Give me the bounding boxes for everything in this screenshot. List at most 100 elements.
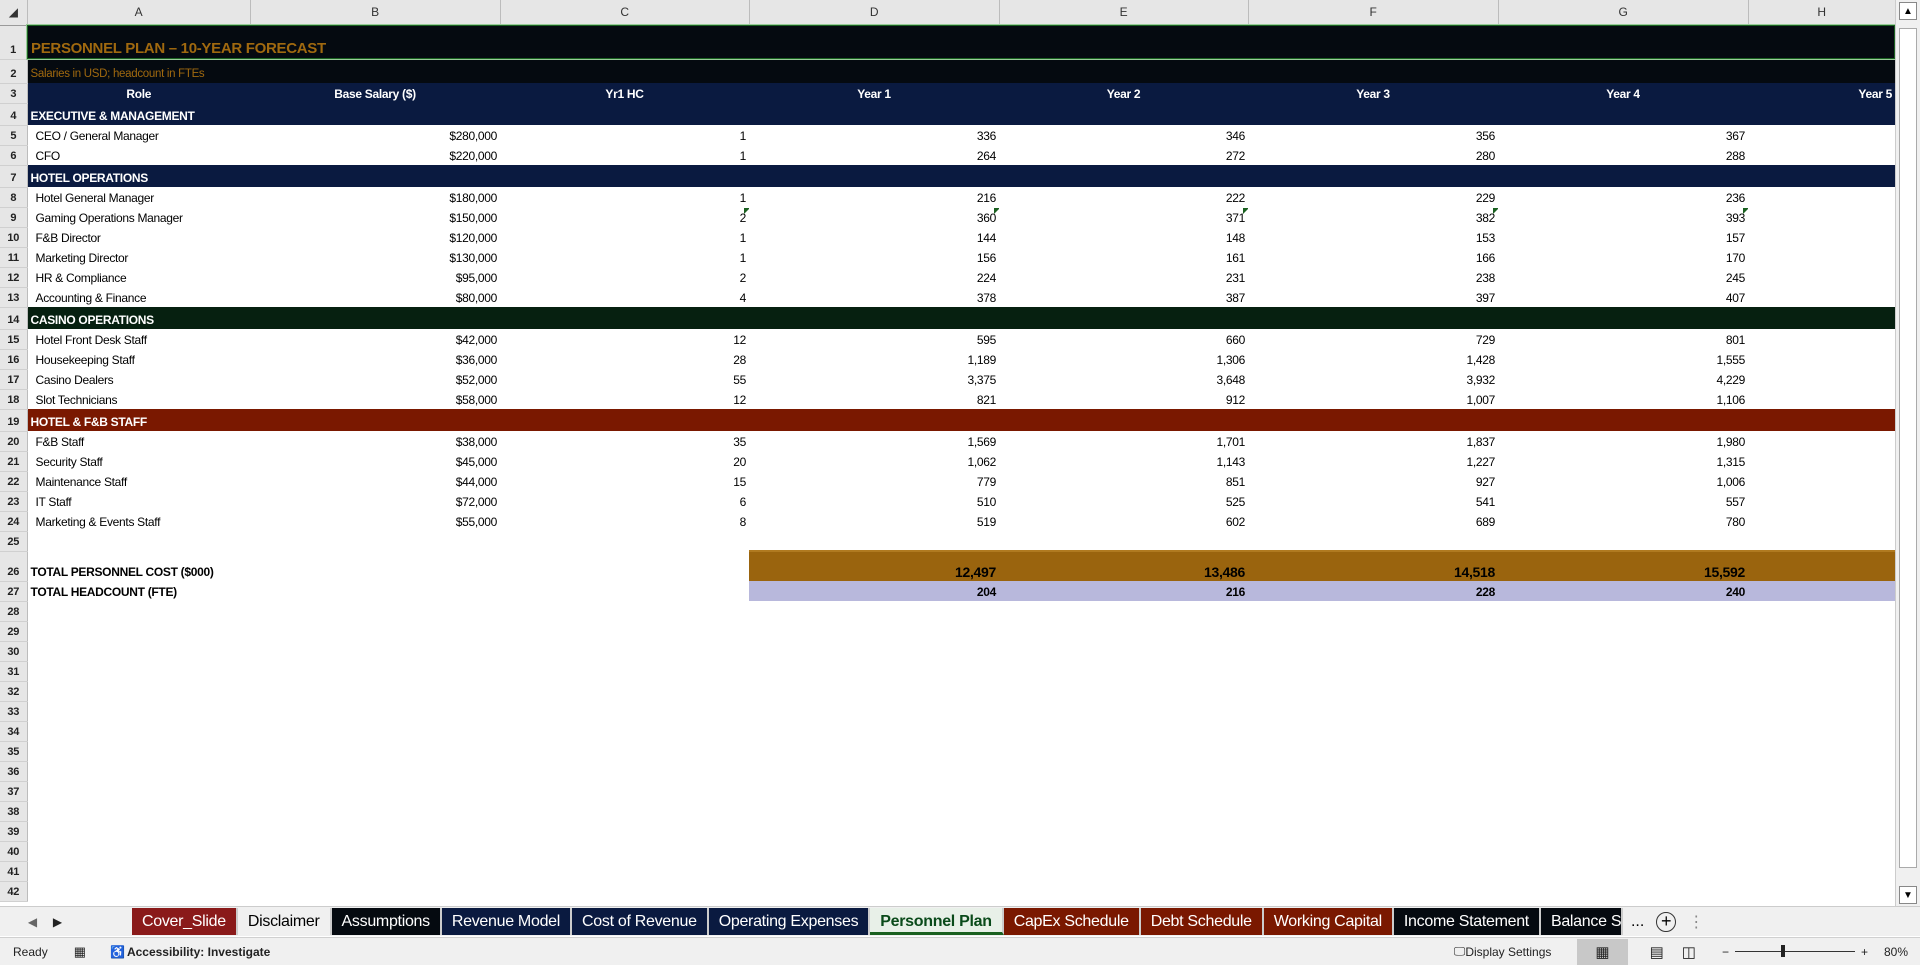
year-value-cell[interactable]: 231 [1225,271,1245,285]
section-header[interactable]: CASINO OPERATIONS [27,307,1895,329]
year5-cell[interactable] [1748,207,1895,227]
year-value-cell[interactable]: 729 [1475,333,1495,347]
hc-label[interactable]: TOTAL HEADCOUNT (FTE) [30,585,178,599]
year5-cell[interactable] [1748,511,1895,531]
salary-cell[interactable]: $58,000 [455,393,498,407]
year-value-cell[interactable]: 224 [976,271,996,285]
total-value-cell[interactable]: 15,592 [1498,550,1748,581]
zoom-slider[interactable] [1734,945,1855,957]
headcount-cell[interactable]: 1 [739,191,747,205]
row-header[interactable]: 39 [0,821,28,842]
year-value-cell[interactable]: 801 [1725,333,1745,347]
role-cell[interactable]: CFO [35,149,61,163]
row-header[interactable]: 8 [0,187,28,208]
salary-cell[interactable]: $36,000 [455,353,498,367]
role-cell[interactable]: Marketing Director [35,251,129,265]
year-value-cell[interactable]: 222 [1225,191,1245,205]
year-value-cell[interactable]: 851 [1225,475,1245,489]
year-value-cell[interactable]: 336 [976,129,996,143]
title-cell[interactable]: PERSONNEL PLAN – 10-YEAR FORECAST [26,24,1895,60]
macro-record-icon[interactable]: ▦ [73,943,86,959]
year-value-cell[interactable]: 1,980 [1716,435,1745,449]
year-value-cell[interactable]: 229 [1475,191,1495,205]
year-value-cell[interactable]: 161 [1225,251,1245,265]
empty-row[interactable] [27,881,1895,901]
role-cell[interactable]: Slot Technicians [35,393,118,407]
sheet-tab[interactable]: Disclaimer [237,908,332,935]
row-header[interactable]: 9 [0,207,28,228]
sheet-tab[interactable]: Revenue Model [441,908,573,935]
year5-cell[interactable] [1748,451,1895,471]
year-value-cell[interactable]: 510 [976,495,996,509]
select-all-corner[interactable]: ◢ [0,0,28,26]
row-header[interactable]: 26 [0,551,28,582]
accessibility-icon[interactable]: ♿ [109,944,125,959]
column-header[interactable]: C [500,0,750,26]
year-value-cell[interactable]: 236 [1725,191,1745,205]
column-header[interactable]: G [1498,0,1749,26]
sheet-tab[interactable]: Cost of Revenue [572,908,709,935]
empty-row[interactable] [27,531,1895,551]
year-value-cell[interactable]: 1,428 [1466,353,1495,367]
row-header[interactable]: 4 [0,103,28,126]
role-cell[interactable]: Accounting & Finance [35,291,147,305]
empty-row[interactable] [27,641,1895,661]
row-header[interactable]: 21 [0,451,28,472]
row-header[interactable]: 40 [0,841,28,862]
year-value-cell[interactable]: 346 [1225,129,1245,143]
year5-cell[interactable] [1748,125,1895,145]
salary-cell[interactable]: $280,000 [449,129,497,143]
column-header[interactable]: B [250,0,501,26]
role-cell[interactable]: Gaming Operations Manager [35,211,184,225]
spreadsheet-grid[interactable]: ◢ A B C D E F G H 1 PERSONNEL PLAN – 10-YEAR FOREC… [0,0,1895,906]
headcount-cell[interactable]: 6 [739,495,747,509]
headcount-cell[interactable]: 1 [739,129,747,143]
more-tabs-button[interactable]: ... [1630,912,1645,930]
year-value-cell[interactable]: 1,315 [1716,455,1745,469]
hc-value-cell[interactable]: 216 [999,581,1248,601]
role-cell[interactable]: HR & Compliance [35,271,127,285]
salary-cell[interactable]: $180,000 [449,191,497,205]
year-value-cell[interactable]: 387 [1225,291,1245,305]
year-value-cell[interactable]: 356 [1475,129,1495,143]
row-header[interactable]: 35 [0,741,28,762]
total-label[interactable]: TOTAL PERSONNEL COST ($000) [30,565,214,579]
year5-cell[interactable] [1748,227,1895,247]
sheet-tab[interactable]: Income Statement [1393,908,1541,935]
zoom-level[interactable]: 80% [1883,944,1908,959]
year-value-cell[interactable]: 821 [976,393,996,407]
year-value-cell[interactable]: 4,229 [1716,373,1745,387]
year5-cell[interactable] [1748,187,1895,207]
row-header[interactable]: 25 [0,531,28,552]
year-value-cell[interactable]: 166 [1475,251,1495,265]
headcount-cell[interactable]: 8 [739,515,747,529]
year-value-cell[interactable]: 170 [1725,251,1745,265]
sheet-tab[interactable]: Working Capital [1263,908,1394,935]
empty-row[interactable] [27,721,1895,741]
column-label[interactable]: Year 2 [999,83,1248,103]
year-value-cell[interactable]: 393 [1498,207,1748,227]
year-value-cell[interactable]: 371 [999,207,1248,227]
role-cell[interactable]: Casino Dealers [35,373,114,387]
year-value-cell[interactable]: 519 [976,515,996,529]
sheet-tab[interactable]: Personnel Plan [870,908,1004,935]
year-value-cell[interactable]: 280 [1475,149,1495,163]
page-break-view-icon[interactable]: ◫ [1681,943,1696,961]
year-value-cell[interactable]: 557 [1725,495,1745,509]
empty-row[interactable] [27,841,1895,861]
tab-scroll-left-icon[interactable]: ◀ [27,914,38,929]
year5-cell[interactable] [1748,471,1895,491]
year-value-cell[interactable]: 1,062 [967,455,996,469]
row-header[interactable]: 38 [0,801,28,822]
column-label[interactable]: Year 1 [749,83,999,103]
sheet-table[interactable]: ◢ A B C D E F G H 1 PERSONNEL PLAN – 10-YEAR FOREC… [0,0,1895,902]
year-value-cell[interactable]: 912 [1225,393,1245,407]
row-header[interactable]: 29 [0,621,28,642]
year-value-cell[interactable]: 153 [1475,231,1495,245]
salary-cell[interactable]: $45,000 [455,455,498,469]
year-value-cell[interactable]: 264 [976,149,996,163]
subtitle-cell[interactable]: Salaries in USD; headcount in FTEs [27,59,1895,83]
row-header[interactable]: 2 [0,59,28,84]
column-label[interactable]: Role [27,83,250,103]
year-value-cell[interactable]: 360 [749,207,999,227]
